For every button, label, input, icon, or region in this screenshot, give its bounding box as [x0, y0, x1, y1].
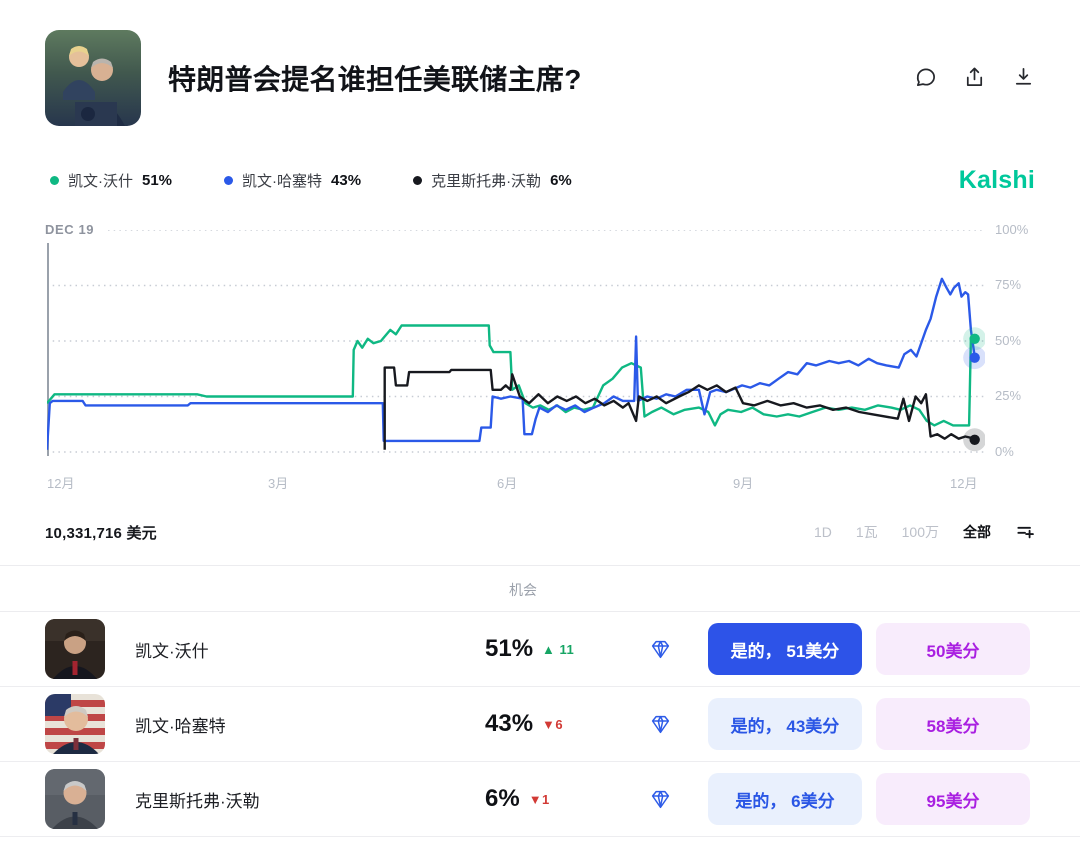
no-button[interactable]: 95美分 — [876, 773, 1030, 825]
legend-value: 43% — [331, 172, 362, 189]
x-axis-label: 12月 — [950, 476, 978, 491]
x-axis-label: 3月 — [268, 476, 289, 491]
download-icon[interactable] — [1012, 66, 1035, 89]
x-axis-label: 12月 — [47, 476, 75, 491]
range-option-1m[interactable]: 100万 — [901, 524, 939, 540]
outcome-row-waller: 克里斯托弗·沃勒 6% ▼1 是的， 6美分 95美分 — [0, 762, 1080, 837]
kalshi-logo: Kalshi — [958, 166, 1035, 194]
legend-dot-black — [413, 176, 423, 185]
outcome-name: 凯文·哈塞特 — [135, 716, 226, 736]
page-title: 特朗普会提名谁担任美联储主席? — [168, 64, 582, 95]
no-button[interactable]: 58美分 — [876, 698, 1030, 750]
legend-dot-green — [50, 176, 59, 185]
range-selector: 1D 1瓦 100万 全部 — [814, 522, 1035, 542]
chance-cell: 43% ▼6 — [485, 710, 650, 738]
yes-button[interactable]: 是的， 51美分 — [708, 623, 862, 675]
chart-annotation: DEC 19 — [45, 222, 95, 237]
outcome-avatar — [45, 694, 105, 754]
gem-icon[interactable] — [650, 789, 671, 810]
legend-name: 克里斯托弗·沃勒 — [431, 173, 542, 190]
chance-delta: ▼6 — [542, 716, 564, 732]
header-actions — [914, 66, 1035, 89]
outcome-row-warsh: 凯文·沃什 51% ▲ 11 是的， 51美分 50美分 — [0, 612, 1080, 687]
yes-button[interactable]: 是的， 43美分 — [708, 698, 862, 750]
legend-name: 凯文·沃什 — [68, 173, 133, 190]
legend-dot-blue — [224, 176, 234, 185]
legend-item-warsh[interactable]: 凯文·沃什 51% — [50, 170, 172, 191]
event-image-graphic — [45, 30, 141, 126]
comment-icon[interactable] — [914, 66, 937, 89]
legend-value: 51% — [142, 172, 173, 189]
table-header-row: 机会 — [0, 566, 1080, 611]
gem-cell — [650, 789, 708, 810]
legend-name: 凯文·哈塞特 — [242, 173, 323, 190]
volume-row: 10,331,716 美元 1D 1瓦 100万 全部 — [0, 511, 1080, 553]
outcome-name: 凯文·沃什 — [135, 641, 209, 661]
gem-icon[interactable] — [650, 639, 671, 660]
chart-canvas[interactable] — [47, 230, 985, 456]
y-axis-label: 100% — [995, 222, 1029, 237]
chance-delta: ▲ 11 — [542, 641, 575, 657]
x-axis-label: 6月 — [497, 476, 518, 491]
chance-value: 43% — [485, 710, 534, 737]
y-axis-label: 25% — [995, 388, 1022, 403]
y-axis-label: 0% — [995, 444, 1014, 459]
outcome-avatar — [45, 619, 105, 679]
legend-item-waller[interactable]: 克里斯托弗·沃勒 6% — [413, 170, 572, 191]
divider — [0, 611, 1080, 612]
y-axis-label: 75% — [995, 277, 1022, 292]
chance-delta: ▼1 — [528, 791, 550, 807]
legend-item-hassett[interactable]: 凯文·哈塞特 43% — [224, 170, 361, 191]
outcome-avatar — [45, 769, 105, 829]
event-image — [45, 30, 141, 126]
x-axis-label: 9月 — [733, 476, 754, 491]
gem-cell — [650, 714, 708, 735]
legend: 凯文·沃什 51% 凯文·哈塞特 43% 克里斯托弗·沃勒 6% Kalshi — [0, 166, 1080, 195]
chance-value: 51% — [485, 635, 534, 662]
filter-plus-icon[interactable] — [1015, 522, 1035, 542]
range-option-1w[interactable]: 1瓦 — [855, 524, 878, 540]
gem-icon[interactable] — [650, 714, 671, 735]
volume-label: 10,331,716 美元 — [45, 524, 157, 542]
price-chart: DEC 19 100% 75% 50% 25% 0% 12月 3月 6月 9月 … — [0, 221, 1080, 503]
share-icon[interactable] — [963, 66, 986, 89]
gem-cell — [650, 639, 708, 660]
y-axis-label: 50% — [995, 333, 1022, 348]
chance-cell: 6% ▼1 — [485, 785, 650, 813]
legend-value: 6% — [550, 172, 572, 189]
chance-value: 6% — [485, 785, 520, 812]
range-option-1d[interactable]: 1D — [813, 524, 832, 540]
range-option-all[interactable]: 全部 — [963, 524, 991, 540]
chance-cell: 51% ▲ 11 — [485, 635, 650, 663]
divider — [0, 565, 1080, 566]
header: 特朗普会提名谁担任美联储主席? — [0, 0, 1080, 126]
yes-button[interactable]: 是的， 6美分 — [708, 773, 862, 825]
no-button[interactable]: 50美分 — [876, 623, 1030, 675]
outcome-row-hassett: 凯文·哈塞特 43% ▼6 是的， 43美分 58美分 — [0, 687, 1080, 762]
chance-column-header: 机会 — [509, 582, 537, 598]
outcome-name: 克里斯托弗·沃勒 — [135, 791, 260, 811]
